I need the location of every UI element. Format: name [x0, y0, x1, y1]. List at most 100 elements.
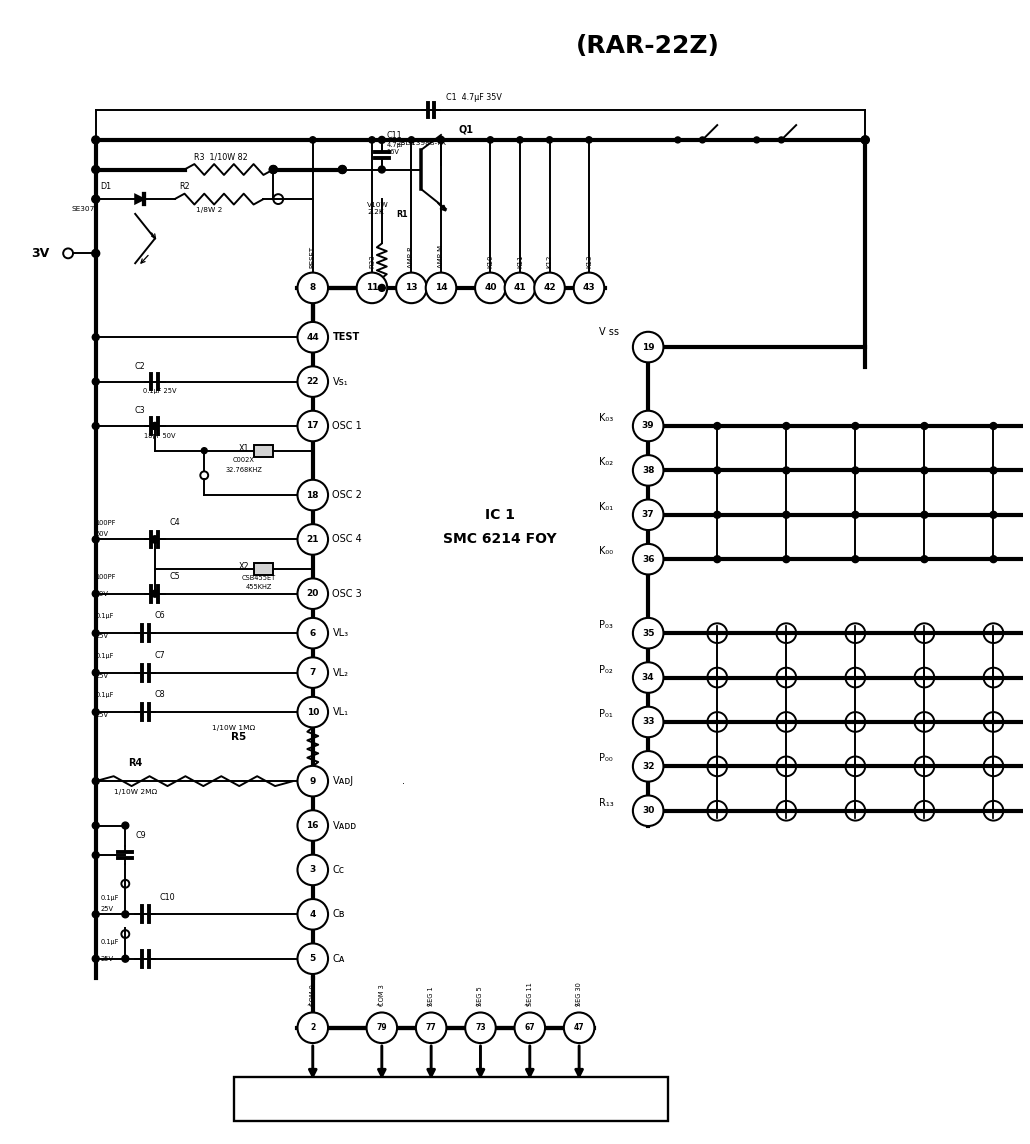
Text: K13: K13 — [586, 255, 592, 268]
Text: 44: 44 — [306, 333, 319, 342]
Text: 0.1μF: 0.1μF — [101, 895, 119, 900]
Circle shape — [921, 511, 928, 518]
Text: ~: ~ — [573, 1001, 579, 1010]
Text: ~: ~ — [376, 1001, 382, 1010]
Circle shape — [416, 1012, 446, 1043]
Circle shape — [632, 707, 663, 737]
Text: C4: C4 — [170, 517, 180, 526]
Circle shape — [92, 249, 100, 257]
Circle shape — [990, 422, 997, 429]
Text: 20: 20 — [307, 589, 319, 598]
Circle shape — [425, 272, 456, 303]
Circle shape — [378, 285, 385, 292]
Text: 34: 34 — [642, 673, 654, 682]
Circle shape — [298, 855, 329, 885]
Circle shape — [270, 166, 277, 174]
Text: C1  4.7μF 35V: C1 4.7μF 35V — [446, 94, 502, 103]
Circle shape — [699, 137, 706, 143]
Text: D1: D1 — [101, 182, 112, 191]
Circle shape — [93, 823, 99, 829]
Circle shape — [93, 955, 99, 962]
Text: C2: C2 — [135, 362, 145, 371]
Circle shape — [852, 422, 859, 429]
Circle shape — [714, 511, 721, 518]
Text: 33: 33 — [642, 717, 654, 726]
Text: 4: 4 — [310, 909, 316, 919]
Circle shape — [632, 795, 663, 826]
Text: 3V: 3V — [32, 247, 49, 260]
Circle shape — [298, 658, 329, 688]
Circle shape — [151, 422, 159, 429]
Text: OSC 1: OSC 1 — [333, 421, 363, 431]
Circle shape — [298, 411, 329, 442]
Text: ~: ~ — [523, 1001, 530, 1010]
Text: 18: 18 — [307, 491, 319, 500]
Text: 11: 11 — [366, 284, 378, 293]
Text: R5: R5 — [231, 732, 246, 741]
Circle shape — [397, 272, 426, 303]
Circle shape — [93, 911, 99, 917]
Circle shape — [675, 137, 681, 143]
Text: Q1: Q1 — [458, 124, 473, 134]
Circle shape — [408, 137, 414, 143]
Circle shape — [369, 137, 375, 143]
Text: 38: 38 — [642, 466, 654, 475]
Circle shape — [632, 618, 663, 649]
Circle shape — [515, 1012, 545, 1043]
Text: 5: 5 — [310, 954, 316, 963]
Text: 3: 3 — [310, 865, 316, 874]
Text: K₀₃: K₀₃ — [598, 413, 613, 423]
Text: 32.768KHZ: 32.768KHZ — [226, 468, 263, 474]
Circle shape — [517, 137, 523, 143]
Circle shape — [852, 511, 859, 518]
Circle shape — [270, 166, 277, 174]
Text: C5: C5 — [170, 572, 180, 581]
Circle shape — [93, 708, 99, 715]
Text: OSC 4: OSC 4 — [333, 534, 363, 545]
Circle shape — [122, 823, 129, 829]
Text: ~: ~ — [475, 1001, 481, 1010]
Circle shape — [535, 272, 564, 303]
Text: Vs₁: Vs₁ — [333, 376, 348, 387]
Circle shape — [93, 422, 99, 429]
Circle shape — [367, 1012, 398, 1043]
Text: 16V: 16V — [386, 149, 400, 154]
Circle shape — [93, 669, 99, 676]
Text: 41: 41 — [514, 284, 526, 293]
Text: K10: K10 — [487, 255, 493, 268]
Text: R₁₃: R₁₃ — [598, 797, 614, 808]
Circle shape — [298, 765, 329, 796]
Text: 43: 43 — [583, 284, 595, 293]
Text: C3: C3 — [135, 406, 145, 415]
Circle shape — [990, 556, 997, 563]
Circle shape — [783, 556, 790, 563]
Circle shape — [93, 537, 99, 543]
Circle shape — [990, 511, 997, 518]
Text: 18pF 50V: 18pF 50V — [144, 432, 175, 439]
Text: AMP M: AMP M — [438, 245, 444, 268]
Circle shape — [93, 778, 99, 785]
Text: AMP P: AMP P — [409, 247, 414, 268]
Text: 455KHZ: 455KHZ — [245, 583, 272, 590]
Circle shape — [861, 136, 869, 144]
Text: 0.1μF: 0.1μF — [96, 692, 114, 698]
Text: .: . — [402, 776, 405, 786]
Text: IC 1: IC 1 — [485, 508, 515, 522]
Text: 25V: 25V — [96, 712, 109, 718]
Circle shape — [783, 422, 790, 429]
Circle shape — [990, 467, 997, 474]
Circle shape — [714, 556, 721, 563]
Text: C7: C7 — [154, 651, 166, 660]
Circle shape — [298, 321, 329, 352]
Circle shape — [298, 810, 329, 841]
Text: 25V: 25V — [101, 955, 113, 962]
Text: VL₃: VL₃ — [333, 628, 348, 638]
Text: 100PF: 100PF — [96, 574, 116, 580]
Text: 2SD1398S-TX: 2SD1398S-TX — [397, 140, 446, 145]
Text: 10: 10 — [307, 708, 319, 716]
Circle shape — [298, 524, 329, 555]
Circle shape — [574, 272, 605, 303]
Circle shape — [714, 467, 721, 474]
Text: C002X: C002X — [233, 458, 254, 463]
Text: Cʙ: Cʙ — [333, 909, 345, 920]
